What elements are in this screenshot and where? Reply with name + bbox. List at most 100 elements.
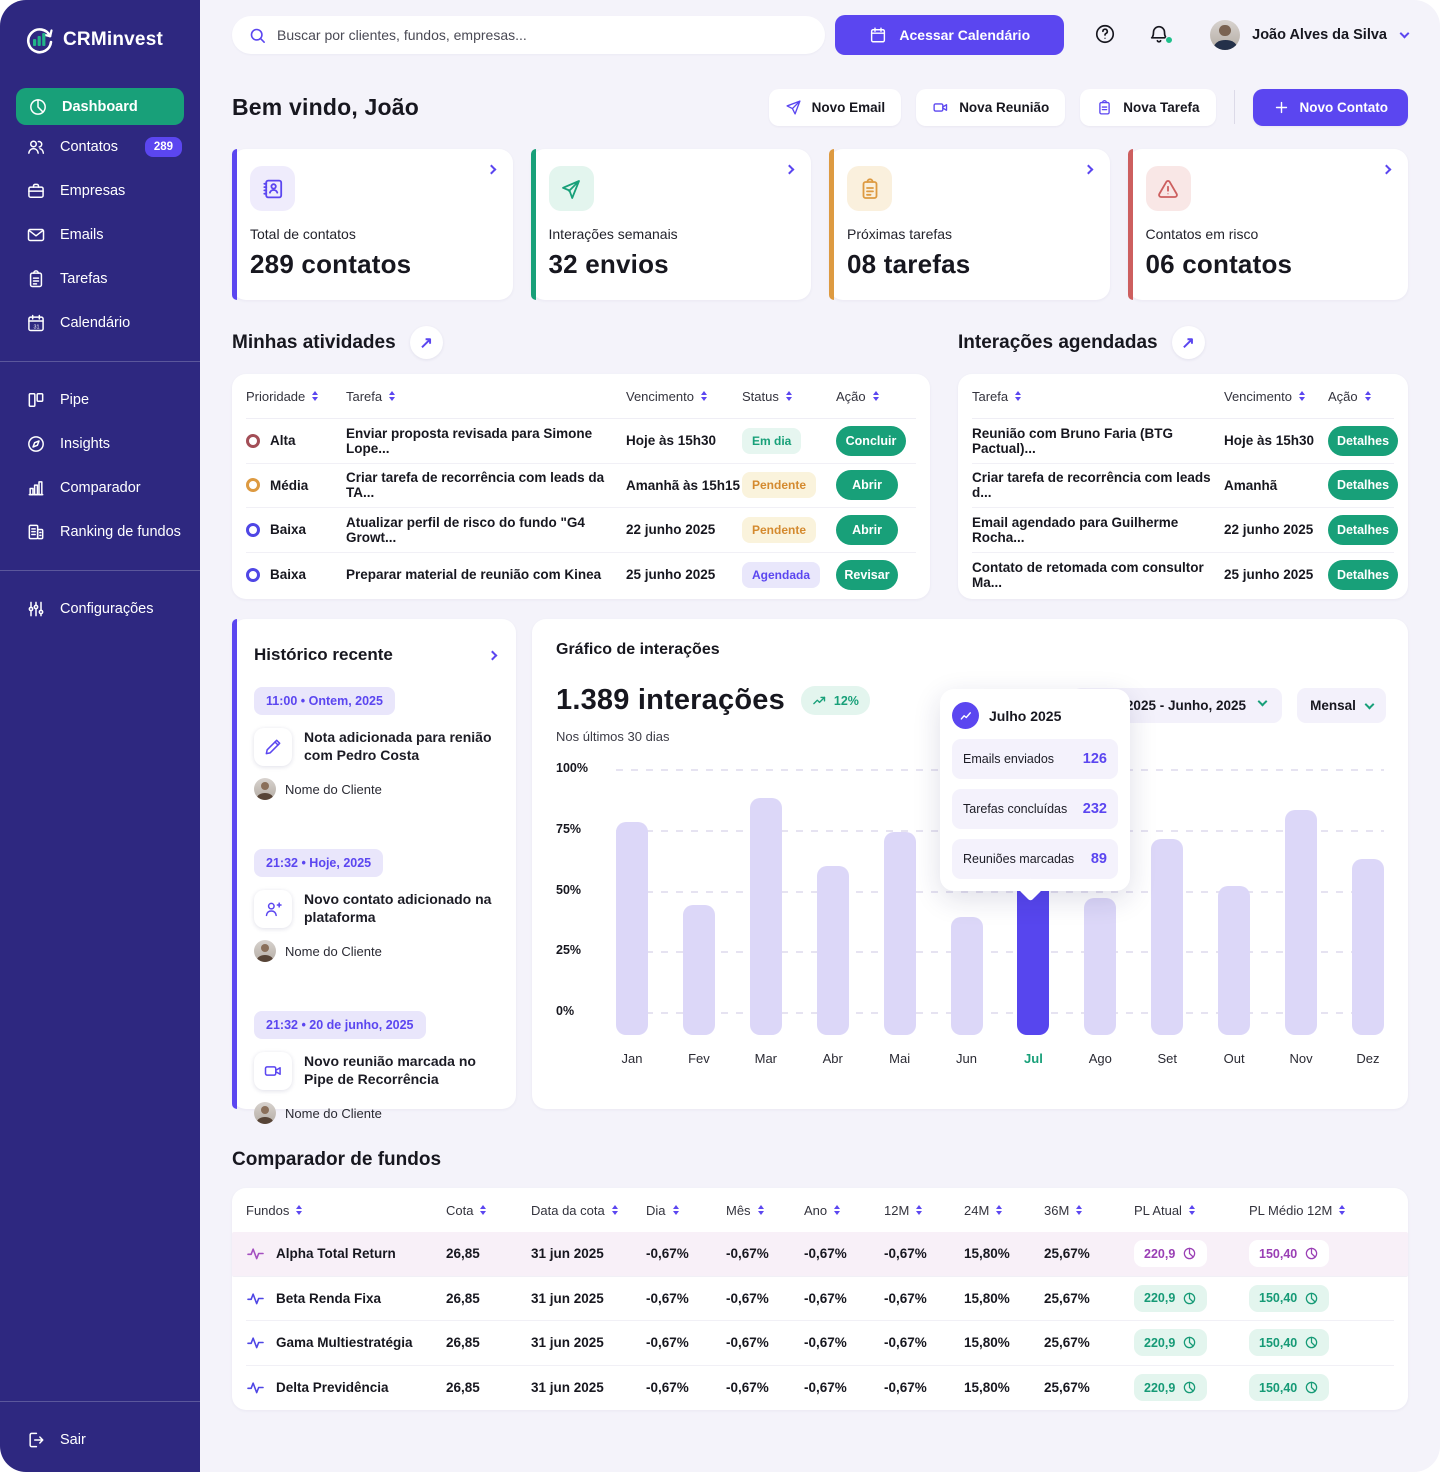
chart-bar-nov[interactable] bbox=[1285, 810, 1318, 1035]
sort-icon[interactable] bbox=[1339, 1205, 1345, 1215]
chart-bar-jun[interactable] bbox=[950, 917, 983, 1035]
search-input[interactable] bbox=[277, 27, 809, 43]
sort-icon[interactable] bbox=[1365, 391, 1371, 401]
arrow-up-right-icon[interactable]: ↗ bbox=[409, 326, 443, 359]
sort-icon[interactable] bbox=[480, 1205, 486, 1215]
detalhes-button[interactable]: Detalhes bbox=[1328, 559, 1398, 590]
activities-table-header: Prioridade Tarefa Vencimento Status Ação bbox=[246, 374, 916, 419]
chart-bar-set[interactable] bbox=[1151, 839, 1184, 1035]
section-titles: Minhas atividades ↗ Interações agendadas… bbox=[232, 326, 1408, 359]
sort-icon[interactable] bbox=[1189, 1205, 1195, 1215]
stat-card-tarefas[interactable]: Próximas tarefas 08 tarefas bbox=[829, 149, 1110, 300]
new-task-button[interactable]: Nova Tarefa bbox=[1080, 88, 1216, 126]
sidebar-item-calendario[interactable]: 31 Calendário bbox=[0, 301, 200, 345]
sidebar-item-configuracoes[interactable]: Configurações bbox=[0, 587, 200, 631]
sort-icon[interactable] bbox=[996, 1205, 1002, 1215]
chart-bar-mar[interactable] bbox=[749, 798, 782, 1035]
user-avatar[interactable] bbox=[1210, 20, 1241, 50]
fund-row[interactable]: Beta Renda Fixa 26,85 31 jun 2025 -0,67%… bbox=[246, 1277, 1394, 1321]
user-plus-icon bbox=[254, 890, 292, 928]
sort-icon[interactable] bbox=[1299, 391, 1305, 401]
chart-bar-out[interactable] bbox=[1218, 886, 1251, 1035]
access-calendar-button[interactable]: Acessar Calendário bbox=[835, 15, 1065, 55]
new-meeting-button[interactable]: Nova Reunião bbox=[916, 88, 1066, 126]
sidebar-item-comparador[interactable]: Comparador bbox=[0, 466, 200, 510]
chevron-right-icon[interactable] bbox=[487, 650, 498, 660]
detalhes-button[interactable]: Detalhes bbox=[1328, 514, 1398, 545]
users-icon bbox=[28, 140, 45, 154]
sort-icon[interactable] bbox=[873, 391, 879, 401]
search-bar[interactable] bbox=[232, 16, 825, 54]
sort-icon[interactable] bbox=[834, 1205, 840, 1215]
sort-icon[interactable] bbox=[612, 1205, 618, 1215]
sort-icon[interactable] bbox=[786, 391, 792, 401]
fund-row[interactable]: Alpha Total Return 26,85 31 jun 2025 -0,… bbox=[232, 1232, 1408, 1277]
x-tick-label: Out bbox=[1223, 1051, 1245, 1066]
detalhes-button[interactable]: Detalhes bbox=[1328, 425, 1398, 456]
tooltip-stat-value: 232 bbox=[1082, 801, 1107, 817]
chart-bar-fev[interactable] bbox=[682, 905, 715, 1035]
arrow-up-right-icon[interactable]: ↗ bbox=[1171, 326, 1205, 359]
revisar-button[interactable]: Revisar bbox=[836, 559, 898, 590]
x-tick-label: Mar bbox=[754, 1051, 777, 1066]
clipboard-icon bbox=[1099, 99, 1110, 115]
sidebar-item-empresas[interactable]: Empresas bbox=[0, 169, 200, 213]
sort-icon[interactable] bbox=[296, 1205, 302, 1215]
chart-bar-abr[interactable] bbox=[816, 866, 849, 1035]
sidebar-item-emails[interactable]: Emails bbox=[0, 213, 200, 257]
sidebar-item-tarefas[interactable]: Tarefas bbox=[0, 257, 200, 301]
chart-bar-ago[interactable] bbox=[1084, 898, 1117, 1035]
sort-icon[interactable] bbox=[701, 391, 707, 401]
sidebar-item-sair[interactable]: Sair bbox=[0, 1418, 200, 1462]
fund-row[interactable]: Delta Previdência 26,85 31 jun 2025 -0,6… bbox=[246, 1366, 1394, 1411]
fund-row[interactable]: Gama Multiestratégia 26,85 31 jun 2025 -… bbox=[246, 1321, 1394, 1366]
stat-card-interacoes[interactable]: Interações semanais 32 envios bbox=[530, 149, 811, 300]
sort-icon[interactable] bbox=[389, 391, 395, 401]
chart-bar-mai[interactable] bbox=[883, 832, 916, 1035]
tooltip-stat: Reuniões marcadas 89 bbox=[952, 839, 1118, 879]
notifications-bell-icon[interactable] bbox=[1148, 23, 1174, 47]
chevron-right-icon[interactable] bbox=[1083, 164, 1093, 175]
sort-icon[interactable] bbox=[1076, 1205, 1082, 1215]
detalhes-button[interactable]: Detalhes bbox=[1328, 470, 1398, 501]
ano-cell: -0,67% bbox=[804, 1290, 847, 1306]
sort-icon[interactable] bbox=[312, 391, 318, 401]
column-header: Dia bbox=[646, 1202, 666, 1218]
sort-icon[interactable] bbox=[916, 1205, 922, 1215]
chart-bar-jan[interactable] bbox=[616, 822, 648, 1035]
sort-icon[interactable] bbox=[1015, 391, 1021, 401]
sidebar-item-contatos[interactable]: Contatos 289 bbox=[0, 125, 200, 169]
fund-name-label: Gama Multiestratégia bbox=[276, 1335, 413, 1351]
chevron-down-icon[interactable] bbox=[1399, 28, 1410, 39]
history-title: Histórico recente bbox=[254, 645, 393, 664]
chart-bar-dez[interactable] bbox=[1351, 859, 1384, 1035]
main-content: Acessar Calendário João Alves da Silva B… bbox=[200, 0, 1440, 1472]
sidebar-item-pipe[interactable]: Pipe bbox=[0, 378, 200, 422]
kanban-icon bbox=[28, 393, 44, 407]
chevron-right-icon[interactable] bbox=[1381, 164, 1392, 175]
column-header: Cota bbox=[446, 1202, 474, 1218]
new-contact-button[interactable]: Novo Contato bbox=[1252, 88, 1408, 126]
sidebar-item-ranking[interactable]: Ranking de fundos bbox=[0, 510, 200, 554]
chevron-right-icon[interactable] bbox=[784, 164, 795, 175]
stat-card-risco[interactable]: Contatos em risco 06 contatos bbox=[1127, 149, 1408, 300]
new-email-button[interactable]: Novo Email bbox=[768, 88, 902, 126]
chevron-right-icon[interactable] bbox=[486, 164, 496, 175]
table-row: Baixa Atualizar perfil de risco do fundo… bbox=[246, 508, 916, 553]
due-cell: 22 junho 2025 bbox=[626, 522, 716, 538]
chevron-down-icon bbox=[1257, 696, 1268, 707]
clipboard-icon bbox=[29, 270, 43, 288]
stat-label: Próximas tarefas bbox=[847, 226, 953, 242]
concluir-button[interactable]: Concluir bbox=[836, 425, 906, 456]
abrir-button[interactable]: Abrir bbox=[836, 470, 898, 501]
m12-cell: -0,67% bbox=[884, 1335, 927, 1351]
sidebar-item-insights[interactable]: Insights bbox=[0, 422, 200, 466]
help-icon[interactable] bbox=[1094, 23, 1118, 47]
sort-icon[interactable] bbox=[673, 1205, 679, 1215]
sort-icon[interactable] bbox=[758, 1205, 764, 1215]
abrir-button[interactable]: Abrir bbox=[836, 514, 898, 545]
stat-label: Total de contatos bbox=[250, 226, 356, 242]
period-select[interactable]: Mensal bbox=[1297, 688, 1386, 723]
sidebar-item-dashboard[interactable]: Dashboard bbox=[16, 88, 184, 125]
stat-card-contatos[interactable]: Total de contatos 289 contatos bbox=[232, 149, 513, 300]
